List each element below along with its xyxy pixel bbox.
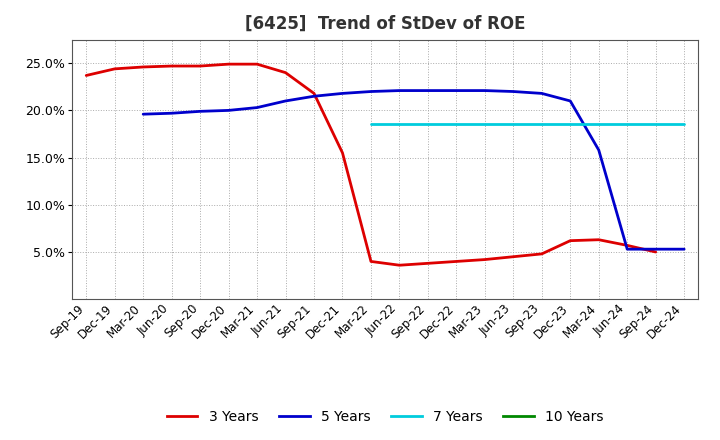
3 Years (196, 63, 204, 69)
3 Years (338, 150, 347, 155)
3 Years (282, 70, 290, 75)
5 Years (509, 89, 518, 94)
5 Years (253, 105, 261, 110)
5 Years (680, 246, 688, 252)
5 Years (480, 88, 489, 93)
Line: 3 Years: 3 Years (86, 64, 656, 265)
3 Years (537, 251, 546, 257)
7 Years (537, 121, 546, 126)
5 Years (310, 94, 318, 99)
Legend: 3 Years, 5 Years, 7 Years, 10 Years: 3 Years, 5 Years, 7 Years, 10 Years (161, 405, 609, 430)
3 Years (595, 237, 603, 242)
7 Years (366, 121, 375, 126)
7 Years (652, 121, 660, 126)
5 Years (452, 88, 461, 93)
7 Years (595, 121, 603, 126)
5 Years (196, 109, 204, 114)
3 Years (310, 91, 318, 96)
5 Years (595, 147, 603, 153)
5 Years (566, 98, 575, 103)
Title: [6425]  Trend of StDev of ROE: [6425] Trend of StDev of ROE (245, 15, 526, 33)
5 Years (366, 89, 375, 94)
5 Years (338, 91, 347, 96)
3 Years (253, 62, 261, 67)
7 Years (452, 121, 461, 126)
5 Years (225, 108, 233, 113)
3 Years (480, 257, 489, 262)
7 Years (509, 121, 518, 126)
3 Years (395, 263, 404, 268)
3 Years (167, 63, 176, 69)
7 Years (395, 121, 404, 126)
3 Years (509, 254, 518, 259)
3 Years (225, 62, 233, 67)
7 Years (423, 121, 432, 126)
5 Years (423, 88, 432, 93)
3 Years (452, 259, 461, 264)
5 Years (623, 246, 631, 252)
7 Years (566, 121, 575, 126)
5 Years (537, 91, 546, 96)
5 Years (167, 110, 176, 116)
5 Years (282, 98, 290, 103)
3 Years (139, 64, 148, 70)
3 Years (566, 238, 575, 243)
7 Years (623, 121, 631, 126)
5 Years (395, 88, 404, 93)
3 Years (110, 66, 119, 72)
5 Years (652, 246, 660, 252)
5 Years (139, 111, 148, 117)
3 Years (423, 260, 432, 266)
Line: 5 Years: 5 Years (143, 91, 684, 249)
3 Years (652, 249, 660, 255)
7 Years (680, 121, 688, 126)
7 Years (480, 121, 489, 126)
3 Years (623, 243, 631, 248)
3 Years (82, 73, 91, 78)
3 Years (366, 259, 375, 264)
